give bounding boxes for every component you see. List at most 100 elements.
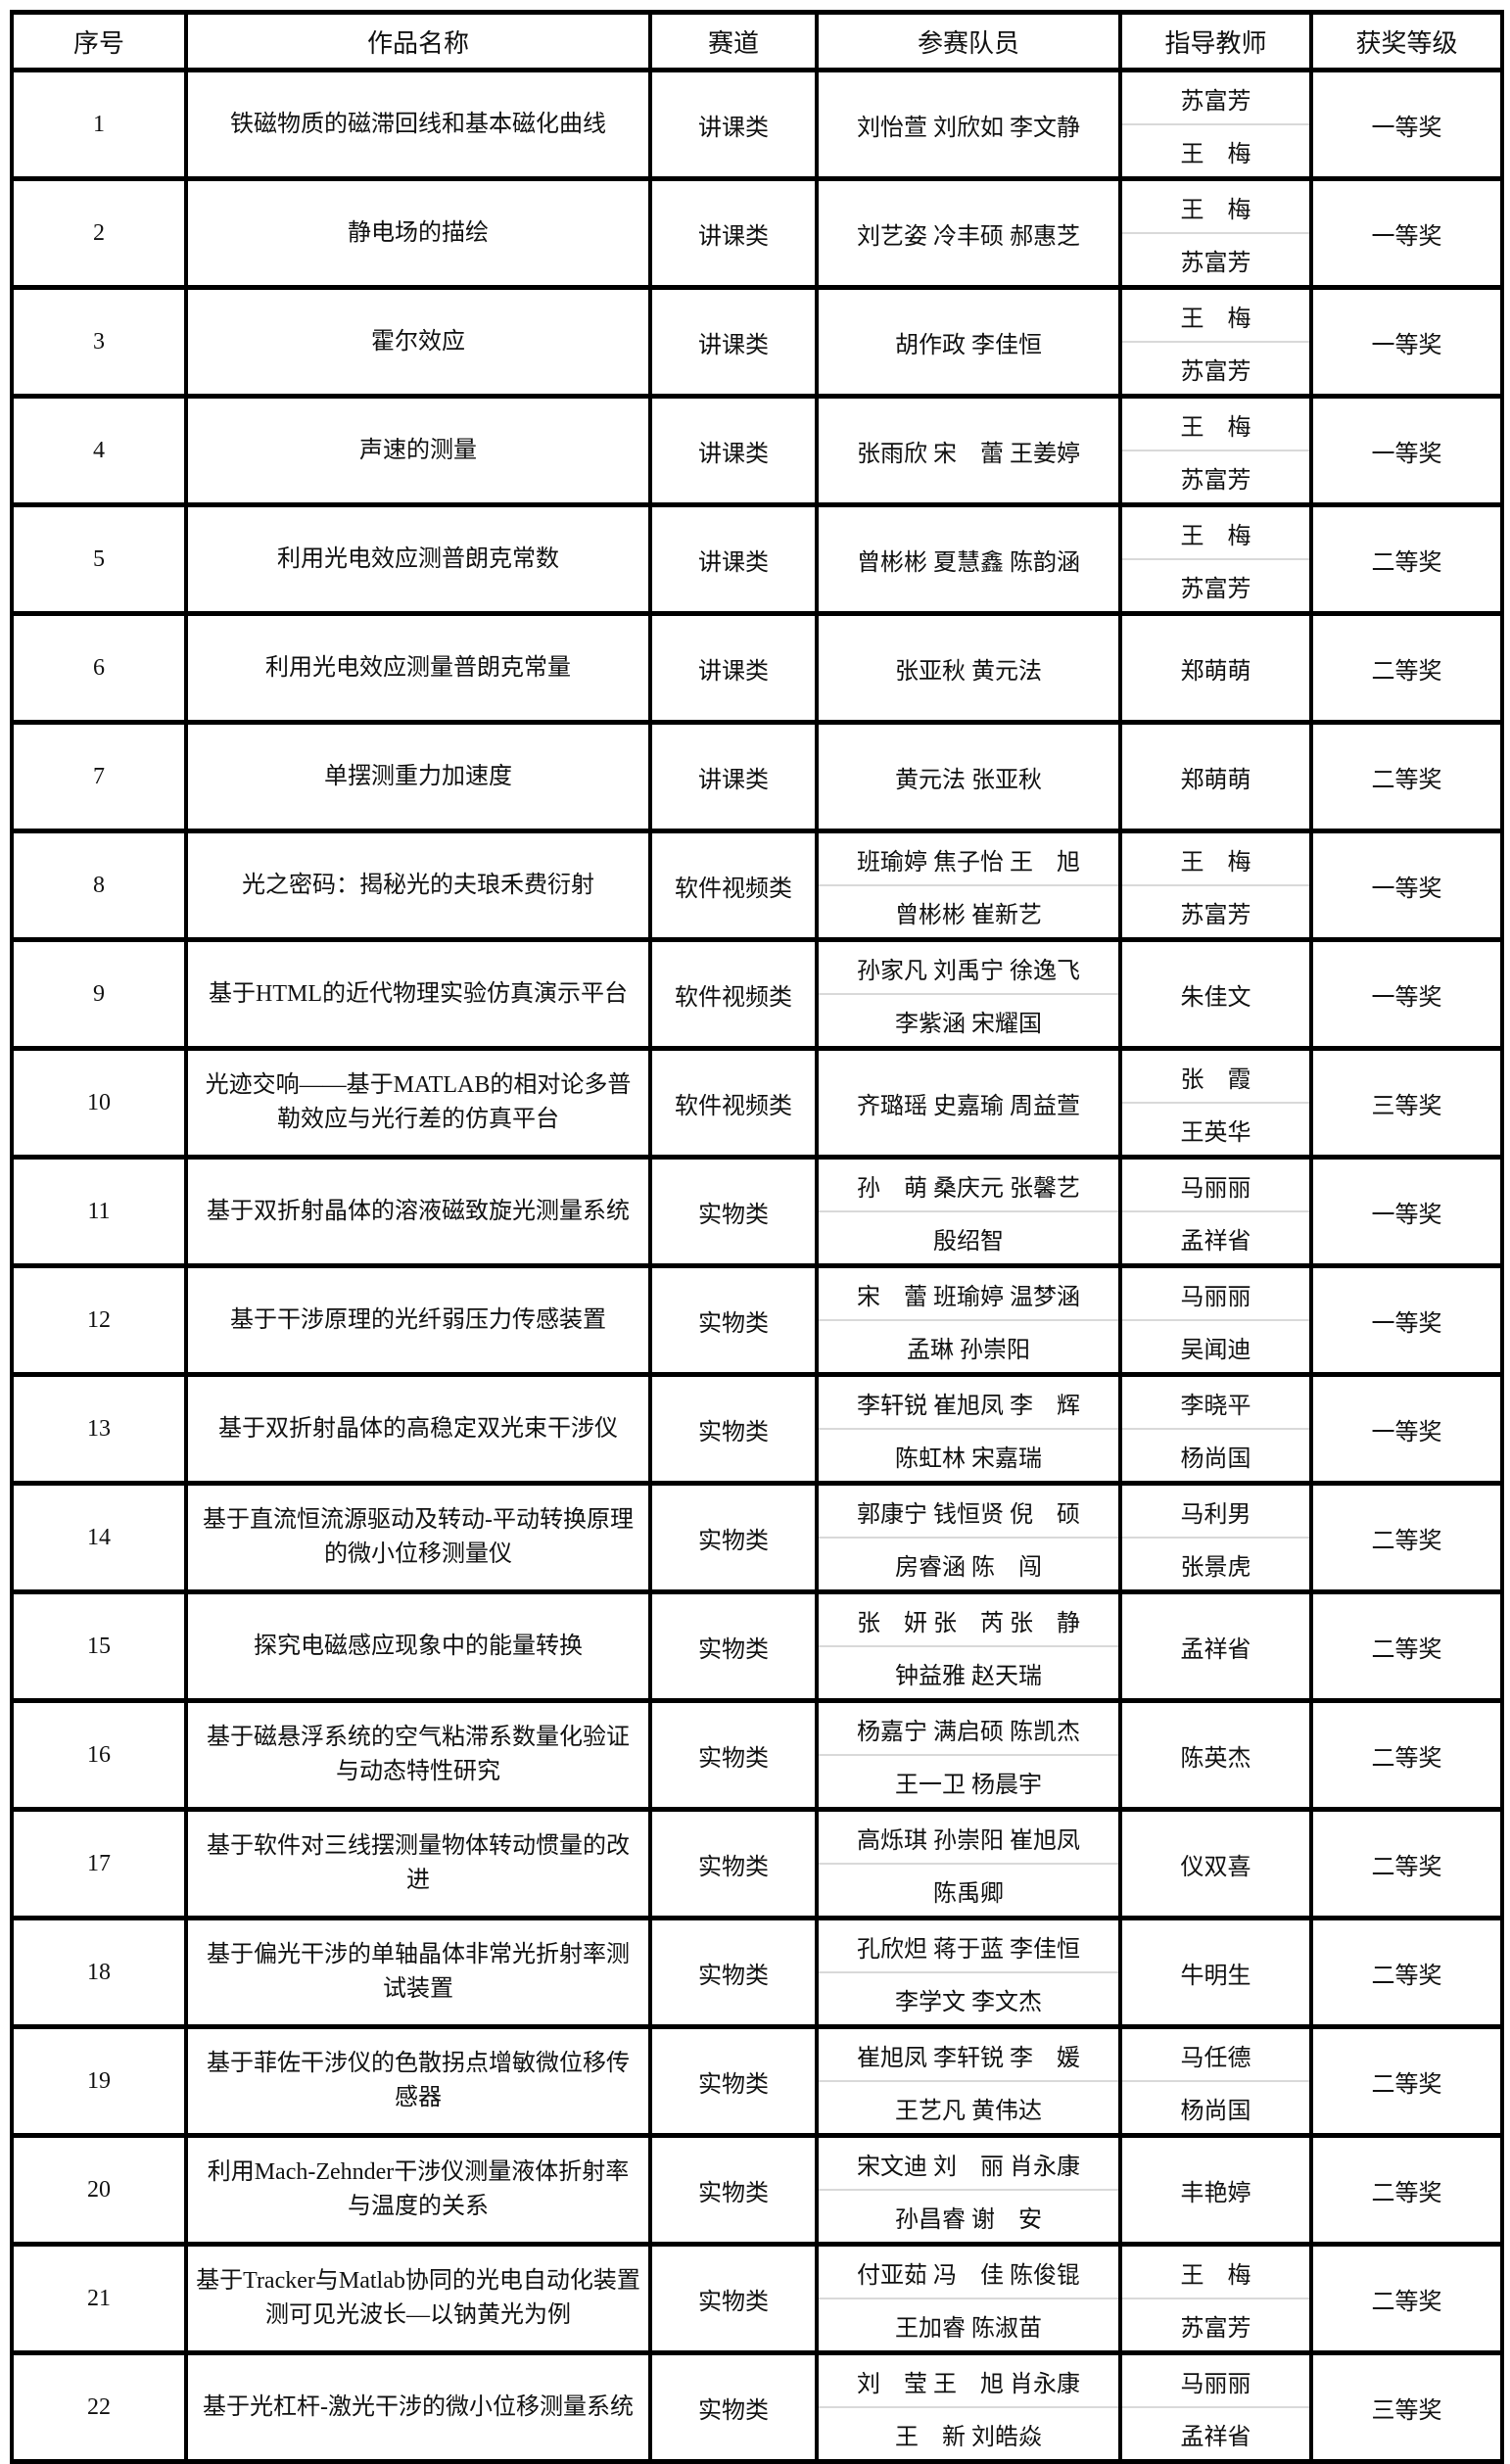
table-row: 18 基于偏光干涉的单轴晶体非常光折射率测试装置 实物类 孔欣炟 蒋于蓝 李佳恒 李学文… (10, 1916, 1504, 2029)
cell-members-line: 钟益雅 赵天瑞 (821, 1645, 1116, 1696)
cell-members-stack: 胡作政 李佳恒 (821, 293, 1116, 392)
cell-teachers-line: 孟祥省 (1180, 1636, 1251, 1663)
cell-members: 张雨欣 宋 蕾 王姜婷 (815, 394, 1122, 507)
cell-members-stack: 班瑜婷 焦子怡 王 旭曾彬彬 崔新艺 (821, 836, 1116, 935)
cell-index: 18 (10, 1916, 188, 2029)
table-row: 12 基于干涉原理的光纤弱压力传感装置 实物类宋 蕾 班瑜婷 温梦涵 孟琳 孙崇阳 马丽… (10, 1263, 1504, 1377)
table-row: 5 利用光电效应测普朗克常数 讲课类 曾彬彬 夏慧鑫 陈韵涵 王 梅苏富芳 二等奖 (10, 502, 1504, 616)
cell-index: 16 (10, 1698, 188, 1812)
cell-members-line: 孙家凡 刘禹宁 徐逸飞 (857, 958, 1080, 984)
cell-index: 17 (10, 1807, 188, 1920)
cell-track: 软件视频类 (648, 829, 819, 942)
cell-track: 软件视频类 (648, 937, 819, 1051)
cell-teachers-line: 王 梅 (1180, 197, 1251, 223)
cell-award: 一等奖 (1309, 1155, 1504, 1268)
table-row: 22 基于光杠杆-激光干涉的微小位移测量系统 实物类刘 莹 王 旭 肖永康王 新 刘… (10, 2350, 1504, 2464)
cell-teachers-stack: 王 梅苏富芳 (1124, 510, 1307, 609)
cell-title: 霍尔效应 (184, 285, 652, 399)
header-row: 序号 作品名称 赛道 参赛队员 指导教师 获奖等级 (10, 10, 1504, 72)
cell-award: 二等奖 (1309, 1589, 1504, 1703)
cell-members-line: 李学文 李文杰 (821, 1971, 1116, 2022)
cell-members-line: 陈虹林 宋嘉瑞 (821, 1428, 1116, 1479)
cell-teachers: 王 梅苏富芳 (1118, 2242, 1313, 2355)
cell-track: 实物类 (648, 1481, 819, 1594)
table-row: 15 探究电磁感应现象中的能量转换 实物类张 妍 张 芮 张 静钟益雅 赵天瑞 孟祥省… (10, 1589, 1504, 1703)
cell-members-line: 刘怡萱 刘欣如 李文静 (857, 115, 1080, 141)
cell-teachers-line: 郑萌萌 (1180, 767, 1251, 793)
cell-title: 利用Mach-Zehnder干涉仪测量液体折射率与温度的关系 (184, 2133, 652, 2247)
cell-teachers-line: 苏富芳 (1124, 450, 1307, 500)
cell-teachers-line: 仪双喜 (1180, 1854, 1251, 1880)
cell-teachers-stack: 王 梅苏富芳 (1124, 402, 1307, 500)
cell-teachers-stack: 马丽丽 吴闻迪 (1124, 1271, 1307, 1370)
cell-track: 实物类 (648, 1263, 819, 1377)
cell-award: 二等奖 (1309, 720, 1504, 833)
cell-index: 9 (10, 937, 188, 1051)
cell-members: 刘艺姿 冷丰硕 郝惠芝 (815, 176, 1122, 290)
header-members: 参赛队员 (815, 10, 1122, 72)
cell-title: 基于偏光干涉的单轴晶体非常光折射率测试装置 (184, 1916, 652, 2029)
cell-members-line: 高烁琪 孙崇阳 崔旭凤 (857, 1827, 1080, 1854)
cell-teachers-line: 孟祥省 (1124, 2406, 1307, 2457)
table-row: 2 静电场的描绘 讲课类 刘艺姿 冷丰硕 郝惠芝 王 梅苏富芳 一等奖 (10, 176, 1504, 290)
cell-members-stack: 李轩锐 崔旭凤 李 辉陈虹林 宋嘉瑞 (821, 1380, 1116, 1479)
cell-title: 静电场的描绘 (184, 176, 652, 290)
cell-members: 郭康宁 钱恒贤 倪 硕房睿涵 陈 闯 (815, 1481, 1122, 1594)
cell-members: 付亚茹 冯 佳 陈俊锟 王加睿 陈淑苗 (815, 2242, 1122, 2355)
cell-track: 软件视频类 (648, 1046, 819, 1160)
cell-track: 讲课类 (648, 720, 819, 833)
cell-teachers-stack: 孟祥省 (1124, 1597, 1307, 1696)
cell-members-line: 孔欣炟 蒋于蓝 李佳恒 (857, 1936, 1080, 1963)
cell-members: 齐璐瑶 史嘉瑜 周益萱 (815, 1046, 1122, 1160)
cell-teachers-line: 牛明生 (1180, 1963, 1251, 1989)
cell-teachers: 马任德 杨尚国 (1118, 2024, 1313, 2138)
cell-members-stack: 齐璐瑶 史嘉瑜 周益萱 (821, 1054, 1116, 1153)
cell-members-stack: 孔欣炟 蒋于蓝 李佳恒李学文 李文杰 (821, 1923, 1116, 2022)
cell-teachers-line: 陈英杰 (1180, 1745, 1251, 1772)
table-row: 19 基于菲佐干涉仪的色散拐点增敏微位移传感器 实物类 崔旭凤 李轩锐 李 媛王艺凡 … (10, 2024, 1504, 2138)
cell-teachers-stack: 郑萌萌 (1124, 619, 1307, 718)
cell-teachers-stack: 王 梅苏富芳 (1124, 836, 1307, 935)
cell-title: 基于HTML的近代物理实验仿真演示平台 (184, 937, 652, 1051)
cell-members-line: 李轩锐 崔旭凤 李 辉 (857, 1393, 1080, 1419)
header-award: 获奖等级 (1309, 10, 1504, 72)
cell-award: 二等奖 (1309, 611, 1504, 725)
cell-index: 5 (10, 502, 188, 616)
cell-track: 讲课类 (648, 176, 819, 290)
cell-members-stack: 付亚茹 冯 佳 陈俊锟 王加睿 陈淑苗 (821, 2250, 1116, 2348)
cell-award: 一等奖 (1309, 394, 1504, 507)
cell-members-stack: 黄元法 张亚秋 (821, 728, 1116, 827)
cell-teachers-line: 马利男 (1180, 1501, 1251, 1528)
cell-members-stack: 杨嘉宁 满启硕 陈凯杰 王一卫 杨晨宇 (821, 1706, 1116, 1805)
cell-title: 基于软件对三线摆测量物体转动惯量的改进 (184, 1807, 652, 1920)
cell-members: 孙 萌 桑庆元 张馨艺殷绍智 (815, 1155, 1122, 1268)
cell-teachers-line: 吴闻迪 (1124, 1319, 1307, 1370)
cell-award: 一等奖 (1309, 1263, 1504, 1377)
cell-members-stack: 张雨欣 宋 蕾 王姜婷 (821, 402, 1116, 500)
cell-index: 7 (10, 720, 188, 833)
cell-members-line: 张 妍 张 芮 张 静 (857, 1610, 1080, 1636)
table-row: 7 单摆测重力加速度 讲课类 黄元法 张亚秋 郑萌萌 二等奖 (10, 720, 1504, 833)
cell-members-line: 刘 莹 王 旭 肖永康 (857, 2371, 1080, 2397)
cell-award: 二等奖 (1309, 2242, 1504, 2355)
cell-members-line: 刘艺姿 冷丰硕 郝惠芝 (857, 223, 1080, 250)
cell-members-stack: 孙家凡 刘禹宁 徐逸飞 李紫涵 宋耀国 (821, 945, 1116, 1044)
cell-members: 胡作政 李佳恒 (815, 285, 1122, 399)
cell-award: 一等奖 (1309, 1372, 1504, 1486)
cell-members-line: 孙昌睿 谢 安 (821, 2189, 1116, 2240)
cell-members-line: 殷绍智 (821, 1210, 1116, 1261)
table-row: 21 基于Tracker与Matlab协同的光电自动化装置测可见光波长—以钠黄光为… (10, 2242, 1504, 2355)
table-row: 17 基于软件对三线摆测量物体转动惯量的改进 实物类 高烁琪 孙崇阳 崔旭凤 陈禹卿 仪双… (10, 1807, 1504, 1920)
cell-teachers-stack: 仪双喜 (1124, 1815, 1307, 1914)
cell-teachers-line: 杨尚国 (1124, 2080, 1307, 2131)
cell-teachers-line: 张景虎 (1124, 1537, 1307, 1587)
cell-track: 实物类 (648, 2133, 819, 2247)
cell-index: 4 (10, 394, 188, 507)
table-row: 9 基于HTML的近代物理实验仿真演示平台 软件视频类 孙家凡 刘禹宁 徐逸飞 李紫涵 … (10, 937, 1504, 1051)
cell-title: 光迹交响——基于MATLAB的相对论多普勒效应与光行差的仿真平台 (184, 1046, 652, 1160)
cell-members: 孙家凡 刘禹宁 徐逸飞 李紫涵 宋耀国 (815, 937, 1122, 1051)
cell-members: 宋文迪 刘 丽 肖永康 孙昌睿 谢 安 (815, 2133, 1122, 2247)
cell-teachers: 郑萌萌 (1118, 611, 1313, 725)
cell-members-line: 孙 萌 桑庆元 张馨艺 (857, 1175, 1080, 1202)
cell-teachers: 牛明生 (1118, 1916, 1313, 2029)
